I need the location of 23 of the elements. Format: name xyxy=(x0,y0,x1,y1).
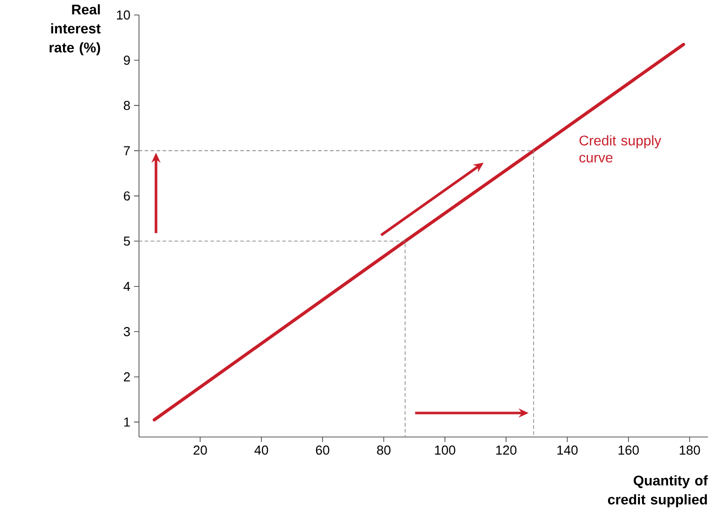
x-tick-label: 80 xyxy=(377,446,390,455)
x-tick-label: 120 xyxy=(496,446,516,455)
y-tick-label: 10 xyxy=(117,10,130,20)
line-series xyxy=(152,42,686,422)
y-tick-label: 2 xyxy=(124,372,130,382)
series-label: Credit supply curve xyxy=(579,135,662,162)
x-tick-label: 60 xyxy=(316,446,330,455)
x-tick-label: 180 xyxy=(680,446,700,455)
x-tick-label: 140 xyxy=(557,446,578,455)
y-tick-label: 6 xyxy=(124,191,130,201)
x-axis-title: Quantity of credit supplied xyxy=(608,475,708,508)
y-tick-label: 9 xyxy=(124,56,130,65)
y-tick-label: 4 xyxy=(124,282,130,291)
y-tick-label: 7 xyxy=(124,146,130,156)
y-axis-title: Real interest rate (%) xyxy=(50,4,101,56)
y-tick-label: 5 xyxy=(124,236,130,246)
y-tick-label: 1 xyxy=(124,418,130,427)
x-tick-label: 100 xyxy=(435,446,456,455)
x-tick-label: 20 xyxy=(194,446,207,455)
y-tick-label: 3 xyxy=(124,327,130,336)
x-tick-label: 160 xyxy=(618,446,639,455)
x-tick-label: 40 xyxy=(254,446,268,455)
y-tick-label: 8 xyxy=(124,100,130,110)
